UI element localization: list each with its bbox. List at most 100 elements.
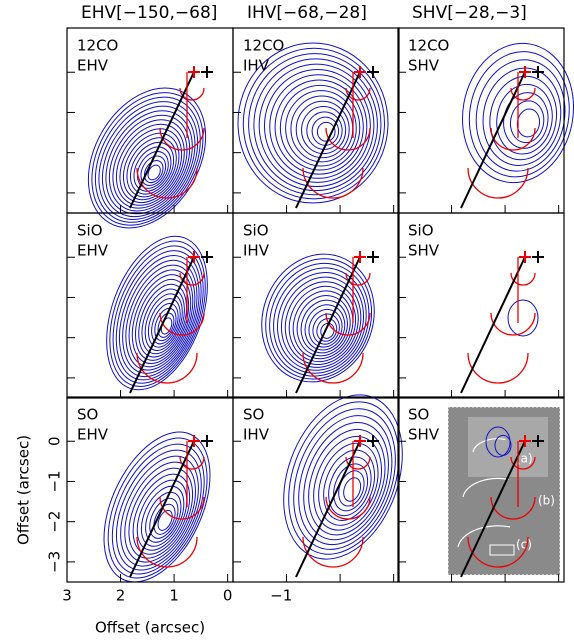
contour (258, 63, 375, 188)
contour (132, 473, 191, 555)
x-axis-label: Offset (arcsec) (95, 619, 205, 637)
contour (115, 449, 202, 571)
bow-shock-arc (302, 352, 364, 384)
contour (131, 274, 192, 365)
jet-axis (129, 256, 195, 394)
panel: 12CO SHV (397, 27, 574, 214)
contour (333, 463, 369, 512)
inset-arc (457, 525, 511, 548)
contour (119, 128, 183, 203)
contour (149, 497, 179, 539)
contour (120, 455, 199, 567)
contour (261, 253, 375, 383)
y-axis-label: Offset (arcsec) (15, 435, 33, 545)
panel-frame (397, 212, 565, 399)
panel-line: SO (408, 406, 429, 424)
x-tick-label: 3 (62, 587, 72, 605)
panel-line: SiO (243, 222, 269, 240)
inset-label: (c) (516, 538, 532, 552)
contour (313, 435, 382, 531)
contour (153, 503, 176, 535)
bow-shock-arc (510, 272, 536, 286)
contour (295, 100, 350, 159)
bow-shock-arc (179, 87, 205, 101)
bow-shock-arc (179, 272, 205, 286)
contour (94, 96, 201, 223)
contour (133, 146, 172, 192)
contour (279, 84, 361, 171)
contour (265, 258, 373, 380)
contour (320, 322, 335, 339)
contour (140, 485, 185, 547)
contour (237, 42, 389, 204)
jet-axis (129, 71, 195, 209)
contour (328, 456, 372, 517)
panel-velocity: IHV (243, 57, 270, 75)
bow-shock-arc (325, 312, 371, 336)
inset-highlight (468, 417, 548, 477)
contour (285, 90, 357, 167)
inset-label: (a) (516, 452, 533, 466)
panel: (a) (b) (c) SO SHV (397, 396, 565, 583)
contour (103, 431, 211, 583)
inset-arc (462, 477, 509, 498)
contour (105, 110, 193, 215)
panel: 12CO IHV (232, 27, 400, 214)
contour (516, 108, 541, 138)
contour (147, 164, 161, 181)
bow-shock-arc (345, 87, 371, 101)
contour (269, 74, 368, 179)
panel-line: 12CO (408, 37, 449, 55)
bow-shock-arc (302, 167, 364, 199)
x-tick-label: 2 (116, 587, 126, 605)
panel-line: SiO (408, 222, 434, 240)
contour (138, 283, 187, 358)
contour (494, 434, 512, 456)
panel: SO EHV (66, 396, 234, 583)
contour (303, 422, 389, 541)
contour (284, 281, 359, 365)
contour (135, 278, 190, 361)
contour (489, 75, 558, 161)
contour (136, 479, 188, 551)
jet-axis (460, 256, 526, 394)
contour (323, 449, 376, 521)
panel-velocity: IHV (243, 426, 270, 444)
contour (145, 491, 182, 543)
contour (112, 119, 188, 209)
panel-line: SO (243, 406, 264, 424)
bow-shock-arc (490, 496, 536, 520)
contour (157, 312, 175, 338)
panel-line: SO (77, 406, 98, 424)
jet-axis (295, 71, 361, 209)
contour (154, 307, 177, 342)
contour (157, 509, 173, 531)
panel-velocity: SHV (408, 242, 440, 260)
contour (274, 79, 364, 175)
contour (301, 106, 347, 155)
contour (115, 250, 202, 381)
panel-velocity: EHV (77, 426, 109, 444)
contour (269, 262, 370, 377)
contour (106, 235, 208, 391)
panel-frame (232, 212, 400, 399)
jet-axis (129, 440, 195, 578)
inset-box (489, 544, 515, 556)
contour (248, 53, 382, 196)
contour (108, 114, 191, 212)
panel: SiO IHV (232, 212, 400, 399)
contour (98, 101, 199, 220)
contour (485, 426, 511, 458)
y-tick-label: 0 (46, 436, 64, 446)
bow-shock-arc (325, 127, 371, 151)
panel-frame (232, 396, 400, 583)
column-header: EHV[−150,−68] (81, 3, 217, 23)
y-tick-label: −3 (46, 551, 64, 573)
contour (318, 442, 379, 526)
panel-frame (397, 396, 565, 583)
bow-shock-arc (467, 352, 529, 384)
contour (253, 58, 378, 192)
bow-shock-arc (159, 127, 205, 151)
panel-velocity: SHV (408, 426, 440, 444)
contour (122, 132, 180, 201)
